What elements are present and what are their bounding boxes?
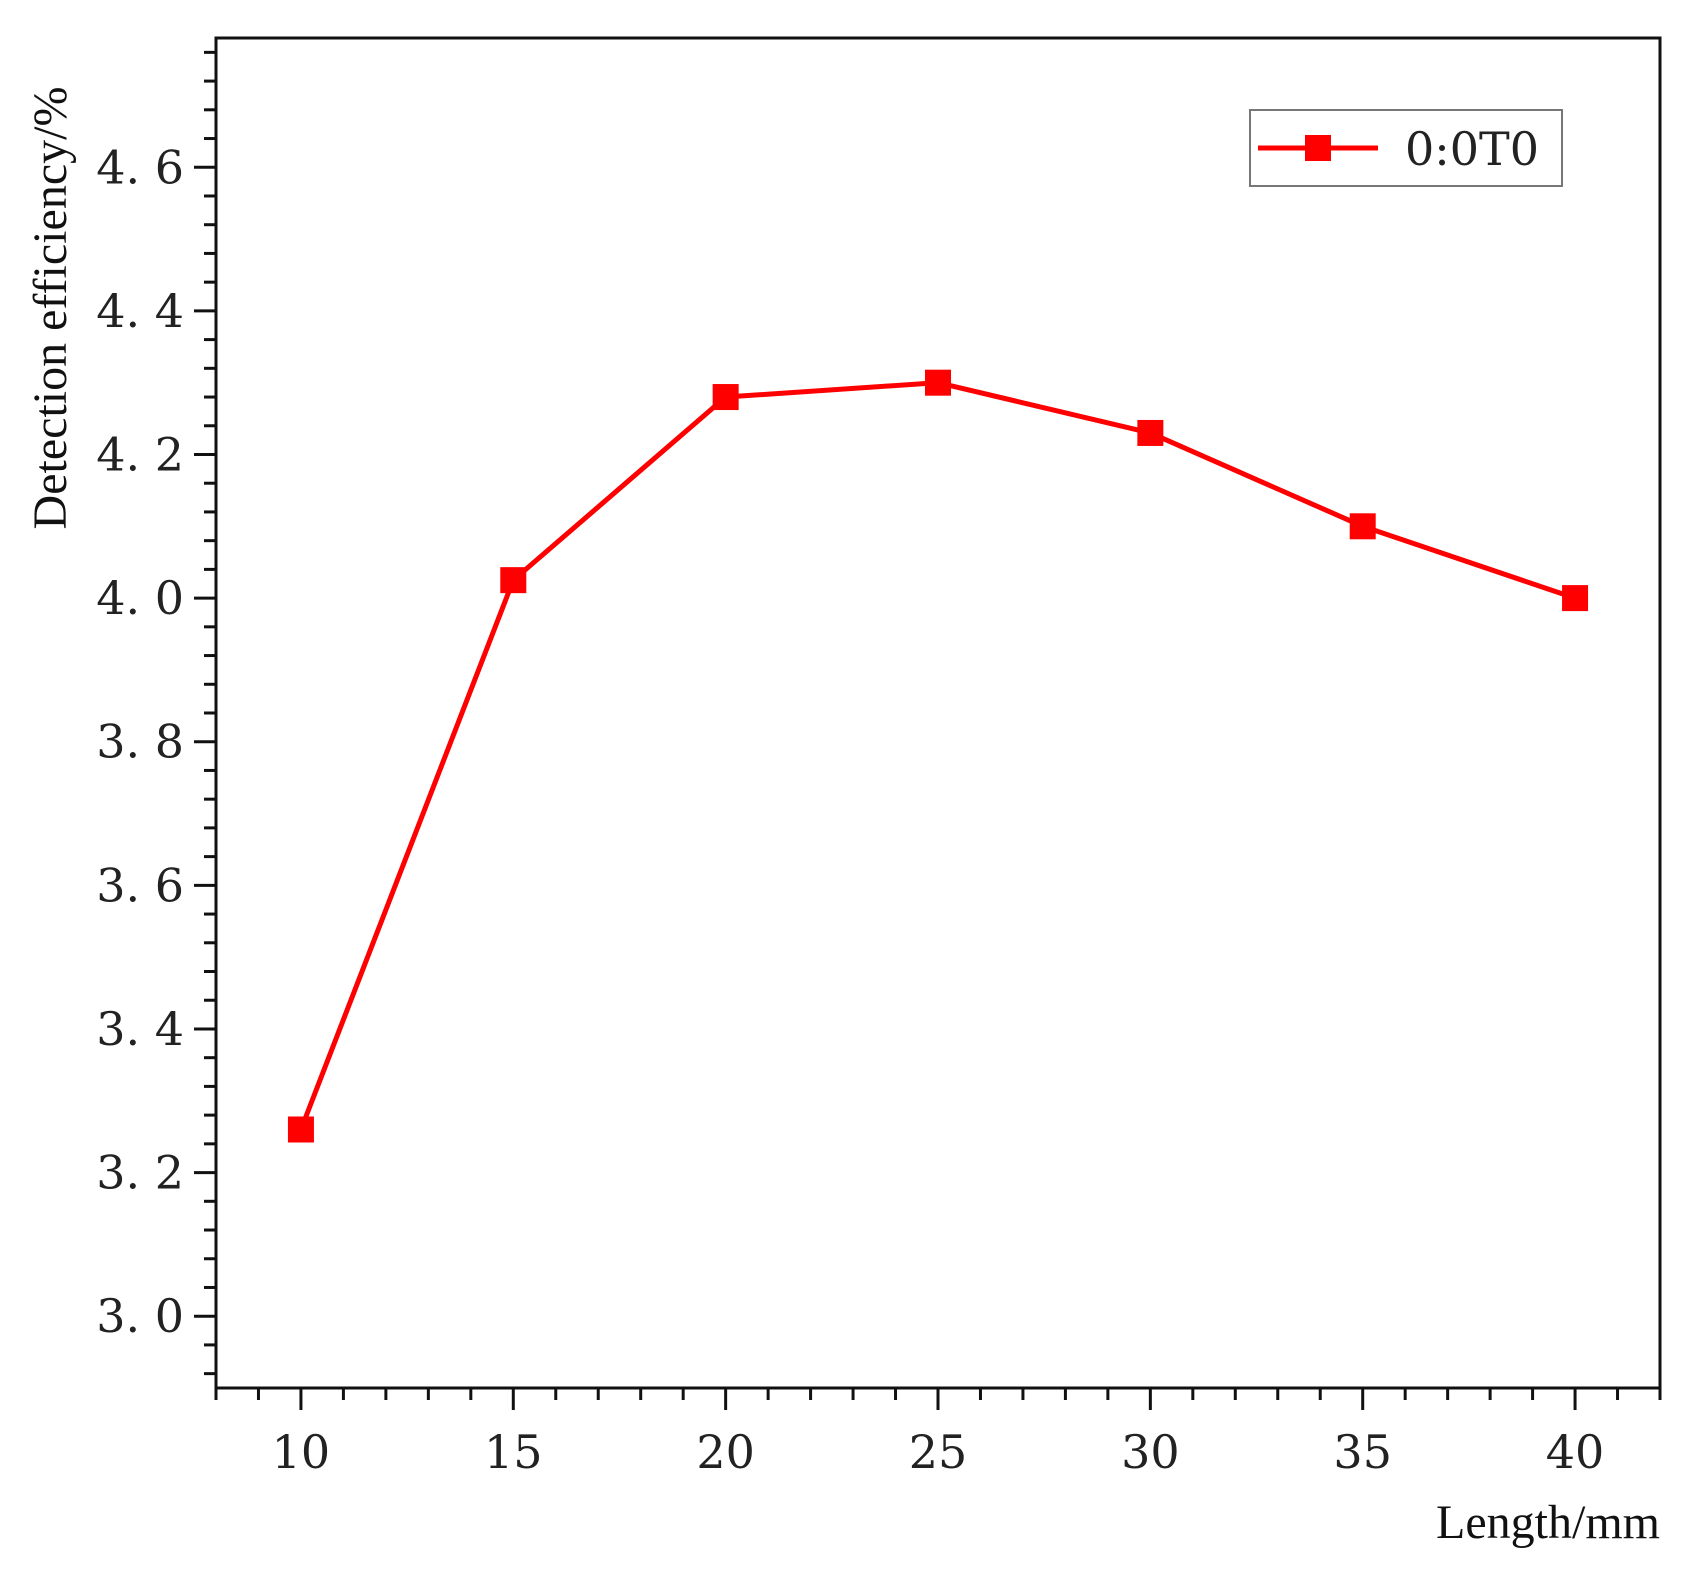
series-layer <box>287 369 1589 1143</box>
data-point <box>1137 419 1164 446</box>
y-tick-label: 4. 2 <box>96 427 184 481</box>
y-tick-labels: 3. 0 3. 2 3. 4 3. 6 3. 8 4. 0 4. 2 4. 4 4. 6 <box>96 140 184 1343</box>
x-tick-label: 40 <box>1546 1425 1605 1479</box>
y-tick-label: 3. 4 <box>96 1002 184 1056</box>
data-point <box>287 1116 314 1143</box>
data-point <box>500 567 527 594</box>
plot-frame <box>214 36 1662 1390</box>
data-point <box>1349 513 1376 540</box>
data-point <box>925 369 951 396</box>
x-tick-label: 25 <box>909 1425 968 1479</box>
legend: 0:0T0 <box>1249 109 1563 187</box>
y-tick-label: 4. 4 <box>96 284 184 338</box>
major-ticks <box>194 165 1577 1410</box>
series-line <box>298 380 1576 1131</box>
data-point <box>712 384 739 411</box>
x-tick-label: 10 <box>272 1425 331 1479</box>
y-tick-label: 3. 6 <box>96 858 184 912</box>
y-tick-label: 3. 2 <box>96 1146 184 1200</box>
y-tick-label: 4. 0 <box>96 571 184 625</box>
legend-label: 0:0T0 <box>1405 122 1539 176</box>
data-point <box>1562 585 1589 612</box>
y-tick-label: 4. 6 <box>96 140 184 194</box>
x-tick-label: 15 <box>484 1425 543 1479</box>
x-tick-labels: 10 15 20 25 30 35 40 <box>272 1425 1605 1479</box>
y-tick-label: 3. 0 <box>96 1289 184 1343</box>
y-axis-title: Detection efficiency/% <box>24 87 77 530</box>
x-tick-label: 20 <box>696 1425 755 1479</box>
x-tick-label: 35 <box>1333 1425 1392 1479</box>
minor-ticks <box>204 50 1662 1400</box>
x-axis-title: Length/mm <box>1436 1496 1660 1549</box>
x-tick-label: 30 <box>1121 1425 1180 1479</box>
legend-marker-square <box>1305 135 1331 161</box>
y-tick-label: 3. 8 <box>96 715 184 769</box>
